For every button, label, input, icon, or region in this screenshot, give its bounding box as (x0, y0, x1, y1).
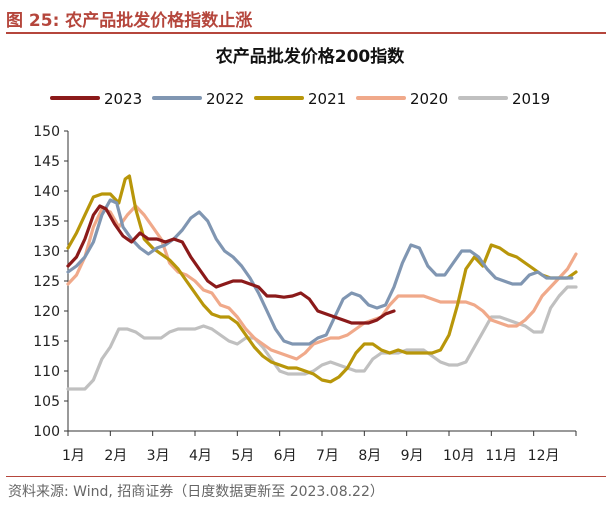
chart-title: 农产品批发价格200指数 (215, 46, 405, 67)
x-tick-label: 9月 (401, 448, 424, 464)
legend-label-2020: 2020 (410, 90, 448, 108)
x-tick-label: 12月 (528, 448, 560, 464)
x-tick-label: 5月 (231, 448, 254, 464)
axes: 100 105 110 115 120 125 130 135 140 145 150 1月 2月 3月 4… (33, 124, 577, 464)
footer-rule (6, 476, 606, 477)
header-rule (6, 32, 606, 34)
x-tick-label: 2月 (104, 448, 127, 464)
y-tick-label: 135 (33, 214, 60, 230)
series-line-2020 (66, 204, 578, 361)
source-note: 资料来源: Wind, 招商证券（日度数据更新至 2023.08.22） (8, 484, 384, 500)
legend-label-2022: 2022 (206, 90, 244, 108)
x-tick-label: 10月 (443, 448, 475, 464)
y-tick-label: 140 (33, 184, 60, 200)
figure-title: 图 25: 农产品批发价格指数止涨 (6, 11, 253, 31)
y-tick-label: 100 (33, 424, 60, 440)
legend-label-2023: 2023 (104, 90, 142, 108)
x-tick-label: 4月 (189, 448, 212, 464)
plot-area (66, 174, 578, 391)
line-chart: 农产品批发价格200指数 2023 2022 2021 2020 2019 100 105… (33, 46, 578, 464)
legend-label-2019: 2019 (512, 90, 550, 108)
y-tick-label: 125 (33, 274, 60, 290)
y-tick-label: 115 (33, 334, 60, 350)
x-tick-label: 3月 (147, 448, 170, 464)
x-tick-label: 11月 (485, 448, 517, 464)
x-tick-label: 6月 (274, 448, 297, 464)
x-tick-label: 8月 (358, 448, 381, 464)
x-tick-label: 7月 (316, 448, 339, 464)
series-line-2023 (66, 204, 396, 325)
y-tick-label: 110 (33, 364, 60, 380)
y-tick-label: 105 (33, 394, 60, 410)
series-line-2022 (66, 198, 574, 346)
legend: 2023 2022 2021 2020 2019 (50, 90, 550, 108)
y-tick-label: 150 (33, 124, 60, 140)
x-tick-label: 1月 (62, 448, 85, 464)
figure-header: 图 25: 农产品批发价格指数止涨 (0, 0, 611, 34)
legend-label-2021: 2021 (308, 90, 346, 108)
series-line-2021 (66, 174, 578, 384)
y-tick-label: 120 (33, 304, 60, 320)
series-line-2019 (66, 285, 578, 391)
y-tick-label: 130 (33, 244, 60, 260)
y-tick-label: 145 (33, 154, 60, 170)
